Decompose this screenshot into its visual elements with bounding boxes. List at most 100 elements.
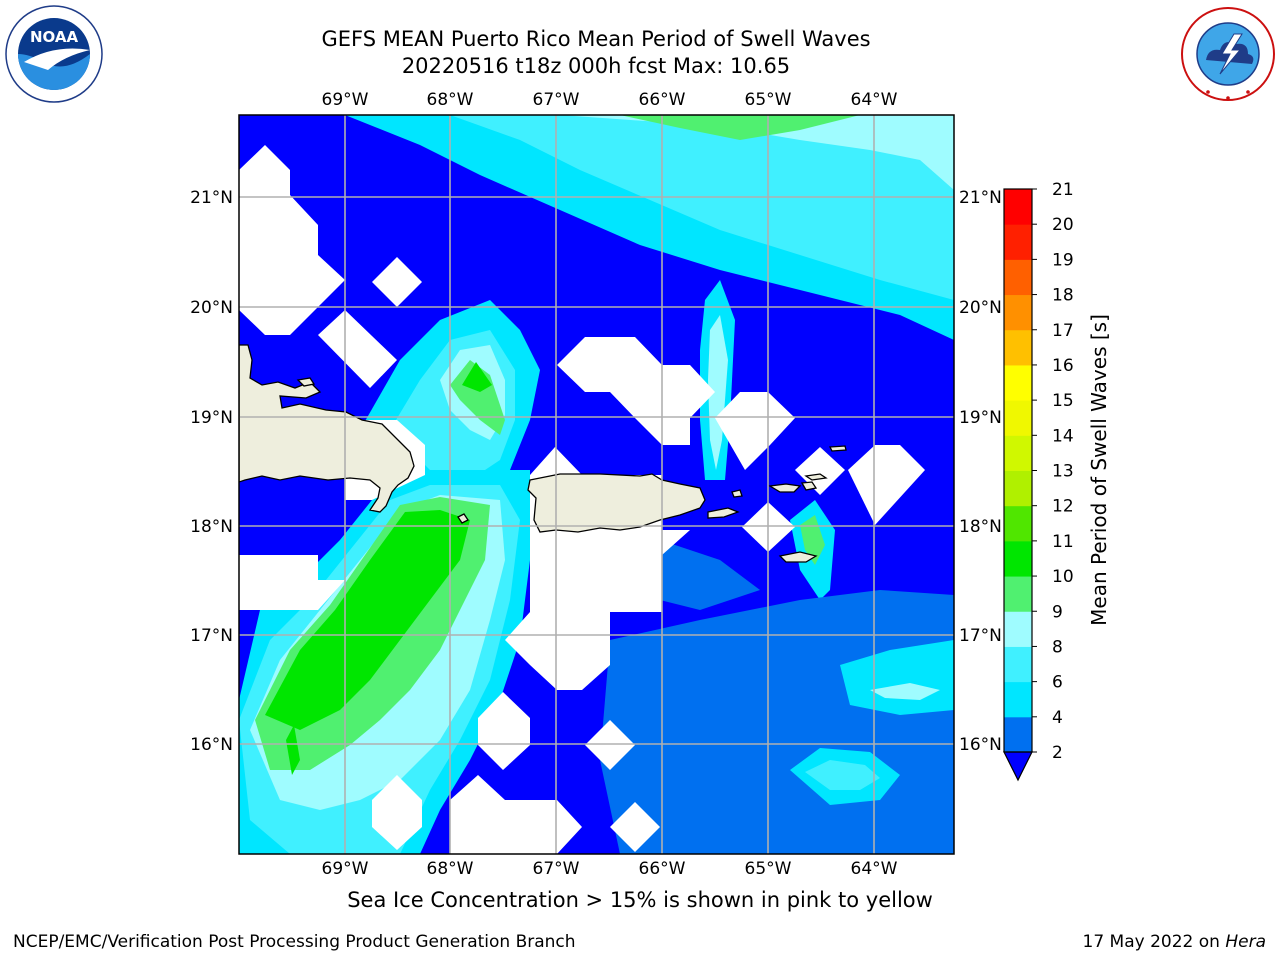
footer-credit: NCEP/EMC/Verification Post Processing Pr…	[13, 932, 576, 952]
colorbar-swatch	[1004, 716, 1032, 753]
lat-label-left: 18°N	[190, 517, 233, 537]
lon-label-bottom: 64°W	[851, 859, 898, 879]
lat-label-left: 21°N	[190, 188, 233, 208]
contour-band-10-11-mona	[462, 362, 492, 392]
missing-data-patch	[795, 447, 845, 495]
missing-data-patch	[372, 257, 422, 307]
lon-label-bottom: 69°W	[322, 859, 369, 879]
colorbar-tick-label: 13	[1052, 462, 1074, 482]
missing-data-patch	[318, 310, 397, 388]
contour-band-10-11-patch	[286, 725, 300, 775]
footer-date-text: 17 May 2022 on	[1082, 932, 1220, 952]
tortola-land	[804, 473, 828, 481]
missing-data-patch	[372, 775, 422, 850]
lat-label-left: 17°N	[190, 626, 233, 646]
missing-data-patch	[557, 337, 715, 445]
st-thomas-land	[768, 483, 802, 493]
colorbar-swatch	[1004, 505, 1032, 542]
colorbar-swatch	[1004, 646, 1032, 683]
culebra-land	[731, 489, 743, 498]
colorbar-tick-label: 19	[1052, 250, 1074, 270]
contour-band-9-10-stcroix	[800, 515, 825, 565]
footer-date: 17 May 2022 on Hera	[1083, 932, 1267, 952]
colorbar-tick-label: 21	[1052, 180, 1074, 200]
anegada-land	[828, 445, 847, 452]
lon-labels-top: 69°W 68°W 67°W 66°W 65°W 64°W	[322, 90, 898, 110]
lon-label-bottom: 68°W	[427, 859, 474, 879]
lon-label-bottom: 65°W	[745, 859, 792, 879]
colorbar-swatch	[1004, 259, 1032, 296]
noaa-logo-text: NOAA	[30, 28, 79, 46]
islet-land	[296, 377, 316, 387]
graticule	[239, 115, 954, 854]
colorbar-swatch	[1004, 294, 1032, 331]
contour-band-6-8-southeast	[805, 760, 880, 790]
footer-host: Hera	[1225, 932, 1266, 952]
lat-label-left: 16°N	[190, 735, 233, 755]
missing-data-patch	[450, 775, 582, 854]
contour-band-9-10-north	[620, 115, 860, 140]
colorbar: 2 4 6 8 9 10 11 12 13 14 15 16 17 18 19 20 21	[1003, 180, 1074, 782]
missing-data-patch	[610, 802, 660, 852]
colorbar-tick-label: 6	[1052, 673, 1063, 693]
colorbar-title: Mean Period of Swell Waves [s]	[1087, 314, 1111, 626]
mona-island-land	[457, 513, 469, 524]
colorbar-tick-label: 8	[1052, 637, 1063, 657]
lat-label-right: 19°N	[959, 408, 1002, 428]
colorbar-tick-label: 16	[1052, 356, 1074, 376]
colorbar-tick-label: 12	[1052, 497, 1074, 517]
contour-band-6-8	[450, 115, 954, 300]
noaa-logo-icon: NOAA	[5, 5, 103, 103]
nws-logo-icon	[1181, 7, 1275, 101]
lat-label-right: 17°N	[959, 626, 1002, 646]
lat-label-right: 18°N	[959, 517, 1002, 537]
sea-ice-note: Sea Ice Concentration > 15% is shown in …	[347, 888, 933, 912]
lon-label-bottom: 66°W	[639, 859, 686, 879]
map-frame	[238, 114, 955, 855]
missing-data-patch	[239, 145, 345, 335]
lon-label-bottom: 67°W	[533, 859, 580, 879]
colorbar-swatch	[1004, 400, 1032, 436]
colorbar-tick-label: 2	[1052, 743, 1063, 763]
missing-data-patch	[239, 555, 345, 610]
colorbar-swatch	[1004, 681, 1032, 718]
colorbar-swatch	[1004, 329, 1032, 366]
colorbar-swatch	[1004, 470, 1032, 507]
colorbar-swatch	[1004, 435, 1032, 471]
vieques-land	[707, 507, 740, 519]
st-john-land	[800, 481, 818, 491]
lon-labels-bottom: 69°W 68°W 67°W 66°W 65°W 64°W	[322, 859, 898, 879]
lat-label-left: 20°N	[190, 298, 233, 318]
lon-label-top: 64°W	[851, 90, 898, 110]
lat-label-right: 21°N	[959, 188, 1002, 208]
colorbar-tick-label: 9	[1052, 602, 1063, 622]
lat-labels-right: 21°N 20°N 19°N 18°N 17°N 16°N	[959, 188, 1002, 755]
contour-band-8-9-southeast	[870, 683, 940, 700]
lat-label-right: 16°N	[959, 735, 1002, 755]
contour-band-8-9-east	[708, 315, 728, 470]
lon-label-top: 69°W	[322, 90, 369, 110]
colorbar-swatch	[1004, 576, 1032, 612]
colorbar-swatch	[1004, 189, 1032, 225]
colorbar-tick-label: 17	[1052, 321, 1074, 341]
colorbar-tick-label: 18	[1052, 286, 1074, 306]
chart-title-line1: GEFS MEAN Puerto Rico Mean Period of Swe…	[321, 27, 871, 51]
colorbar-swatch	[1004, 611, 1032, 647]
colorbar-tick-label: 10	[1052, 567, 1074, 587]
map-plot-area	[239, 115, 954, 854]
missing-data-patch	[848, 445, 925, 525]
colorbar-swatch	[1004, 224, 1032, 260]
colorbar-swatch	[1004, 540, 1032, 577]
colorbar-tick-label: 15	[1052, 391, 1074, 411]
colorbar-tick-label: 4	[1052, 708, 1063, 728]
chart-title-line2: 20220516 t18z 000h fcst Max: 10.65	[401, 54, 791, 78]
lat-labels-left: 21°N 20°N 19°N 18°N 17°N 16°N	[190, 188, 233, 755]
lon-label-top: 65°W	[745, 90, 792, 110]
contour-band-10-11-south	[265, 510, 470, 730]
missing-data-patch	[715, 392, 795, 470]
hispaniola-land	[239, 344, 415, 513]
missing-data-patch	[585, 720, 635, 770]
lat-label-left: 19°N	[190, 408, 233, 428]
missing-data-patch	[478, 692, 530, 770]
